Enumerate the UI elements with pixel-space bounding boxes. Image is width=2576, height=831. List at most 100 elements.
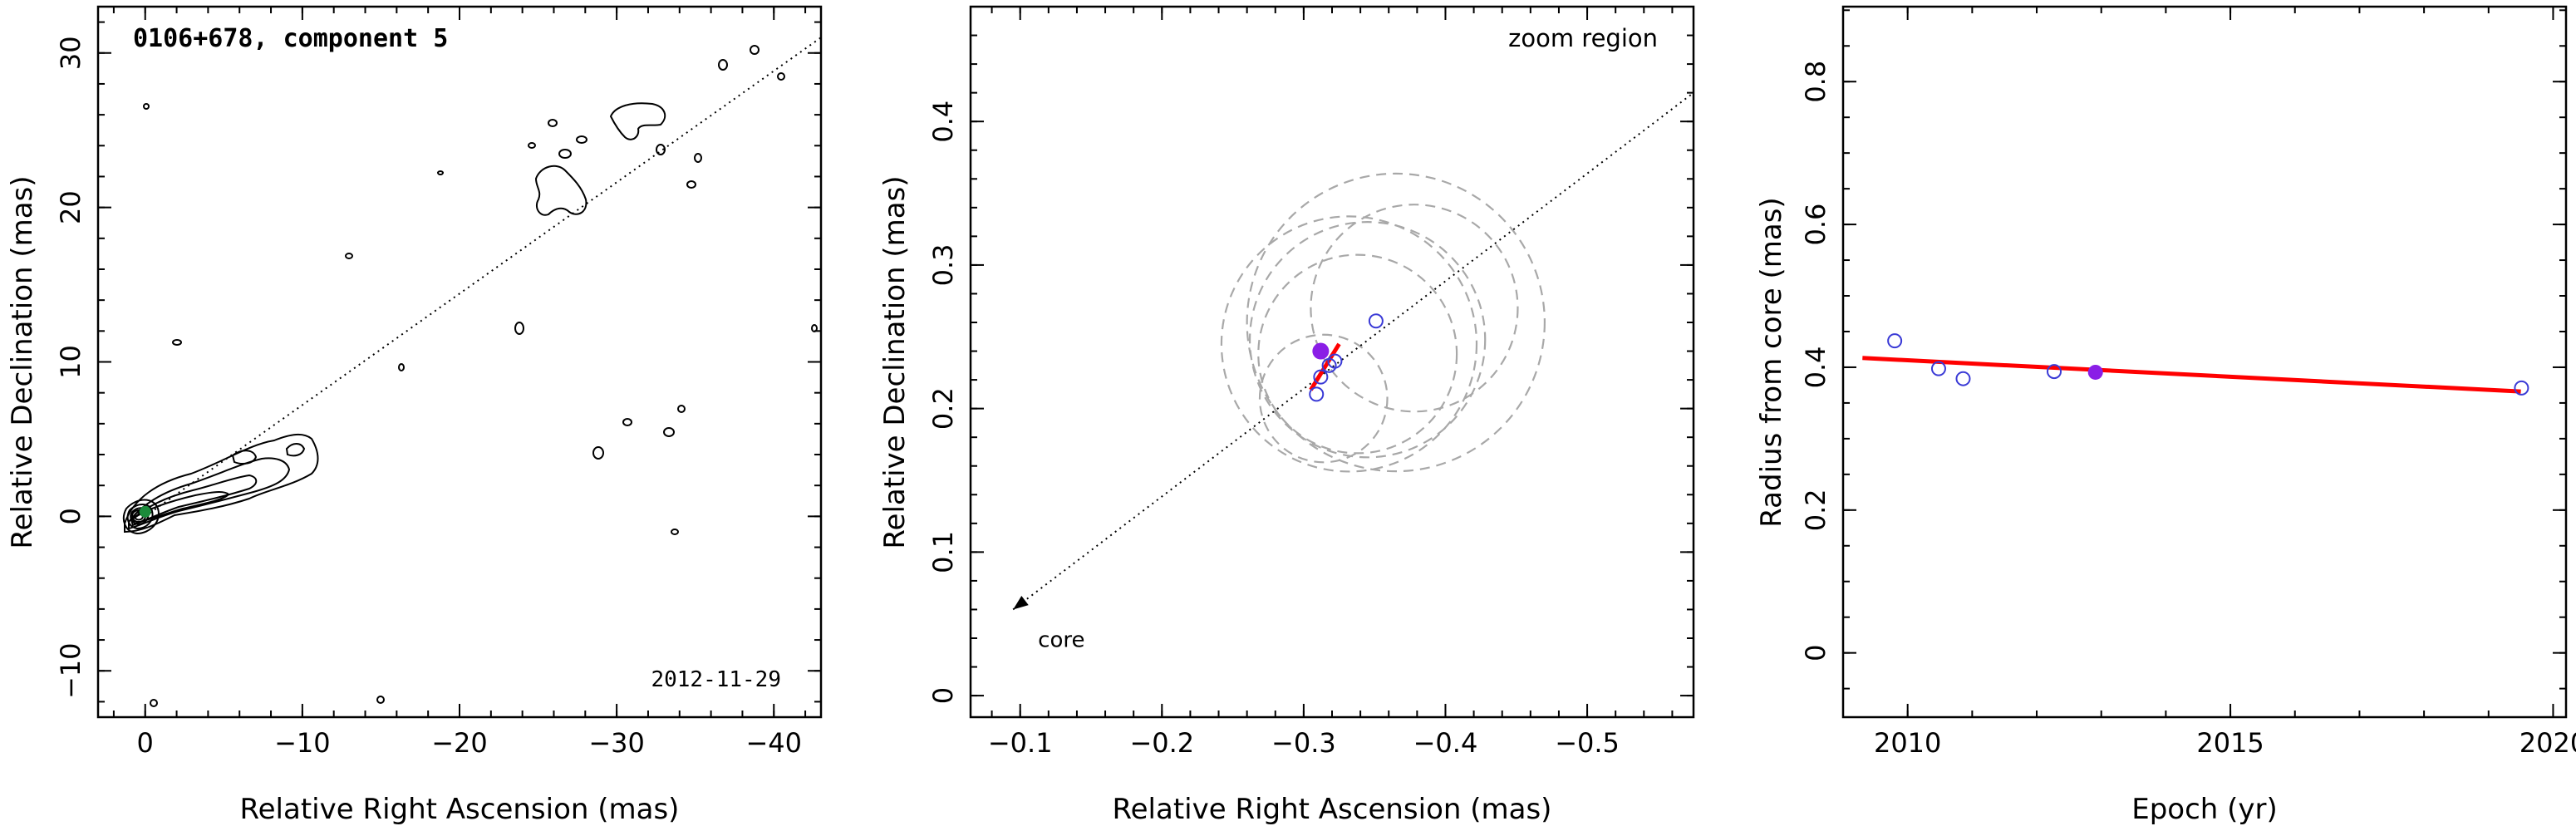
core-label: core [1038, 627, 1084, 652]
contour-blob-o [750, 45, 760, 55]
y-tick-label: 30 [55, 36, 86, 70]
y-axis-title: Relative Declination (mas) [878, 175, 912, 548]
y-tick-label: 0.4 [1800, 346, 1831, 388]
contour-blob-a [609, 102, 666, 140]
plot-frame [1841, 5, 2568, 719]
contour-lines [122, 45, 818, 707]
x-tick-label: −20 [431, 727, 488, 759]
contour-blob-x [671, 529, 679, 535]
x-tick-label: −0.5 [1555, 727, 1620, 759]
contour-blob-j [592, 446, 604, 460]
plot-frame [969, 5, 1695, 719]
tick-labels: −0.1 −0.2 −0.3 −0.4 −0.5 0 0.1 0.2 0.3 0.4 [927, 101, 1620, 759]
beam-circles [1220, 172, 1546, 473]
x-tick-label: −0.2 [1129, 727, 1194, 759]
contour-blob-z [777, 72, 785, 81]
contour-blob-m [677, 405, 686, 413]
filled-data-point [2087, 364, 2103, 380]
contour-blob-b [534, 165, 587, 216]
y-tick-label: 0.4 [927, 101, 959, 143]
x-tick-label: −40 [745, 727, 802, 759]
beam-circle [1257, 253, 1458, 455]
y-tick-label: 20 [55, 190, 86, 224]
y-tick-label: 0 [927, 687, 959, 704]
y-tick-label: 0 [1800, 644, 1831, 661]
x-axis-title: Epoch (yr) [2131, 793, 2278, 826]
contour-blob-d [576, 135, 587, 144]
beam-circle [1220, 215, 1478, 473]
chart-title: 0106+678, component 5 [133, 24, 448, 53]
x-tick-label: 2015 [2196, 727, 2264, 759]
epoch-annotation: 2012-11-29 [651, 667, 781, 692]
axis-ticks [98, 7, 821, 717]
core-arrowhead [1013, 595, 1029, 610]
contour-blob-u [437, 170, 444, 175]
contour-blob-l [663, 427, 675, 437]
tick-labels: 0 −10 −20 −30 −40 −10 0 10 20 30 [55, 36, 802, 759]
y-tick-label: 0.2 [1800, 489, 1831, 531]
contour-blob-k [622, 418, 632, 426]
filled-data-point [1312, 342, 1330, 360]
contour-blob-i [686, 180, 696, 189]
contour-blob-r [345, 253, 353, 259]
contour-blob-t [143, 103, 150, 110]
open-data-point [1887, 333, 1903, 349]
y-tick-label: 0.3 [927, 243, 959, 286]
y-tick-label: 10 [55, 345, 86, 379]
jet-axis-line [145, 37, 821, 518]
y-tick-label: −10 [55, 642, 86, 699]
y-tick-label: 0.1 [927, 531, 959, 573]
contour-jet-4 [131, 491, 230, 525]
open-data-point [1313, 369, 1329, 385]
x-tick-label: −0.3 [1271, 727, 1336, 759]
open-data-point [1327, 353, 1343, 369]
panel-zoom-region: −0.1 −0.2 −0.3 −0.4 −0.5 0 0.1 0.2 0.3 0.4 zoom r… [878, 5, 1695, 826]
y-axis-title: Radius from core (mas) [1755, 197, 1788, 527]
beam-circle [1258, 333, 1389, 464]
contour-jet-2 [128, 457, 291, 530]
contour-blob-y [811, 324, 818, 332]
contour-blob-n [718, 59, 728, 71]
data-points [1887, 333, 2529, 396]
data-points [1309, 313, 1384, 402]
component-marker [139, 505, 151, 518]
contour-blob-f [528, 142, 536, 149]
x-axis-title: Relative Right Ascension (mas) [240, 793, 680, 826]
fit-line [1862, 356, 2521, 394]
contour-blob-s [398, 363, 405, 371]
y-axis-title: Relative Declination (mas) [6, 175, 39, 548]
open-data-point [2047, 364, 2062, 380]
contour-jet-outer [124, 434, 319, 534]
contour-blob-c [558, 149, 572, 159]
x-tick-label: 2010 [1874, 727, 1941, 759]
contour-jet-3 [130, 474, 258, 527]
x-tick-label: 0 [137, 727, 154, 759]
contour-core-1 [122, 499, 160, 535]
contour-knot-2 [285, 443, 306, 457]
contour-blob-g [656, 144, 666, 155]
plot-frame [96, 5, 823, 719]
open-data-point [1930, 361, 1946, 376]
beam-circle [1248, 221, 1487, 459]
chart-title: zoom region [1508, 24, 1658, 52]
contour-blob-v [150, 699, 158, 707]
y-tick-label: 0 [55, 508, 86, 524]
axis-ticks [971, 6, 1694, 717]
open-data-point [2514, 380, 2529, 396]
open-data-point [1368, 313, 1384, 329]
contour-blob-p [514, 322, 524, 335]
y-tick-label: 0.2 [927, 387, 959, 430]
x-tick-label: −0.1 [988, 727, 1053, 759]
contour-blob-e [548, 119, 558, 127]
x-axis-title: Relative Right Ascension (mas) [1113, 793, 1552, 826]
contour-knot-1 [231, 450, 258, 465]
contour-blob-q [172, 339, 182, 346]
x-tick-label: −0.4 [1413, 727, 1478, 759]
y-tick-label: 0.8 [1800, 61, 1831, 103]
x-tick-label: −30 [588, 727, 645, 759]
beam-circle [1246, 172, 1546, 473]
contour-blob-h [694, 153, 702, 163]
